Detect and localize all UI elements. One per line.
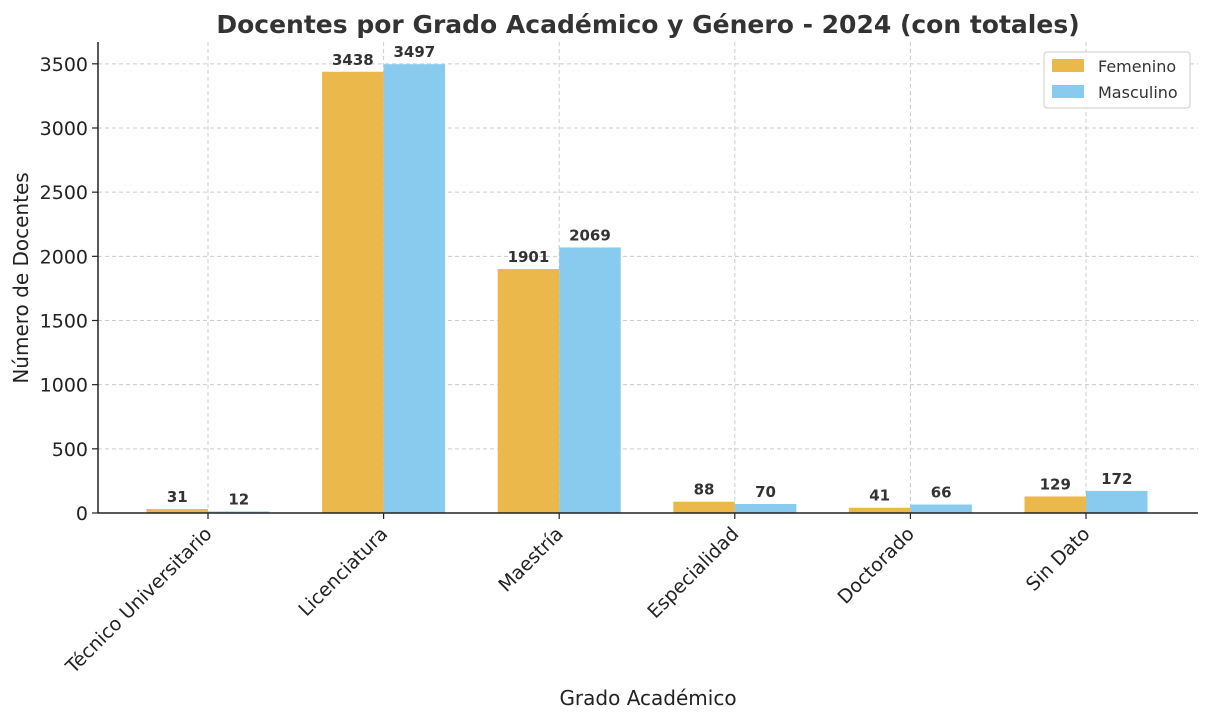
bar-masculino-tecnico-universitario xyxy=(208,511,270,513)
bar-masculino-doctorado xyxy=(910,504,972,513)
y-tick-label: 2500 xyxy=(40,182,88,204)
bar-femenino-maestria xyxy=(497,269,560,513)
x-ticks-layer: Técnico Universitario Licenciatura Maestrí… xyxy=(61,513,1095,678)
data-label-masculino-especialidad: 70 xyxy=(755,483,776,501)
data-label-masculino-tecnico-universitario: 12 xyxy=(228,490,249,508)
bar-femenino-especialidad xyxy=(673,501,735,513)
bar-masculino-maestria xyxy=(559,247,621,513)
axes-layer xyxy=(97,42,1198,514)
x-tick-label-tecnico-universitario: Técnico Universitario xyxy=(61,523,216,678)
y-tick-label: 1000 xyxy=(40,375,88,397)
y-tick-label: 500 xyxy=(52,439,88,461)
data-label-femenino-especialidad: 88 xyxy=(694,481,715,499)
data-labels-layer: 31 12 3438 3497 1901 2069 88 70 41 66 129 172 xyxy=(167,43,1133,508)
chart-title: Docentes por Grado Académico y Género - … xyxy=(216,10,1079,39)
data-label-femenino-maestria: 1901 xyxy=(508,248,550,266)
y-tick-label: 1500 xyxy=(40,310,88,332)
bar-masculino-licenciatura xyxy=(383,64,446,513)
legend: Femenino Masculino xyxy=(1043,51,1191,109)
x-axis-label: Grado Académico xyxy=(559,686,736,710)
y-ticks-layer: 0 500 1000 1500 2000 2500 3000 3500 xyxy=(40,54,98,525)
data-label-femenino-licenciatura: 3438 xyxy=(332,51,374,69)
bar-masculino-sin-dato xyxy=(1086,490,1148,513)
data-label-masculino-maestria: 2069 xyxy=(569,226,611,244)
data-label-masculino-doctorado: 66 xyxy=(931,484,952,502)
data-label-femenino-tecnico-universitario: 31 xyxy=(167,488,188,506)
bar-masculino-especialidad xyxy=(734,504,797,513)
legend-label-masculino: Masculino xyxy=(1098,83,1178,102)
bars-layer xyxy=(146,64,1148,513)
x-tick-label-especialidad: Especialidad xyxy=(643,523,743,623)
data-label-femenino-doctorado: 41 xyxy=(869,487,890,505)
legend-swatch-femenino xyxy=(1052,59,1084,72)
data-label-femenino-sin-dato: 129 xyxy=(1040,475,1071,493)
bar-femenino-licenciatura xyxy=(322,71,384,513)
bar-femenino-sin-dato xyxy=(1024,496,1086,513)
data-label-masculino-sin-dato: 172 xyxy=(1101,470,1132,488)
y-tick-label: 3000 xyxy=(40,118,88,140)
x-tick-label-sin-dato: Sin Dato xyxy=(1022,523,1095,596)
x-tick-label-maestria: Maestría xyxy=(494,523,567,596)
bar-femenino-doctorado xyxy=(848,507,911,513)
legend-label-femenino: Femenino xyxy=(1098,57,1176,76)
y-tick-label: 3500 xyxy=(40,54,88,76)
legend-swatch-masculino xyxy=(1052,85,1084,98)
y-axis-label: Número de Docentes xyxy=(9,172,33,383)
grid-layer xyxy=(98,42,1198,513)
x-tick-label-doctorado: Doctorado xyxy=(833,523,919,609)
x-tick-label-licenciatura: Licenciatura xyxy=(294,523,392,621)
y-tick-label: 2000 xyxy=(40,246,88,268)
data-label-masculino-licenciatura: 3497 xyxy=(393,43,435,61)
bar-femenino-tecnico-universitario xyxy=(146,509,208,513)
y-tick-label: 0 xyxy=(76,503,88,525)
